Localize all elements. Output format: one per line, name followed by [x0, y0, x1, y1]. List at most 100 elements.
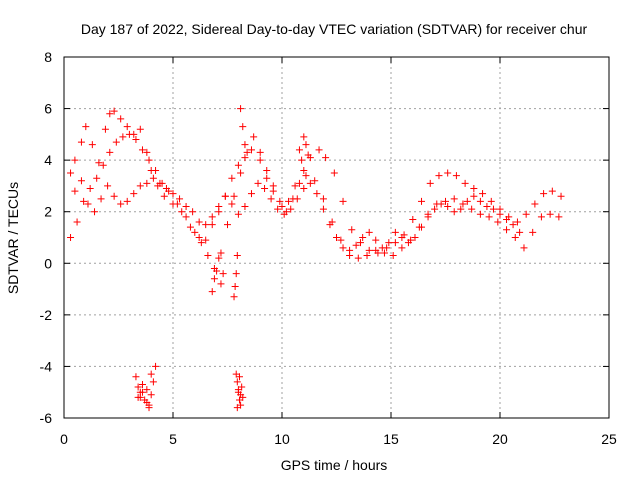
data-point — [276, 197, 284, 205]
data-point — [67, 234, 75, 241]
data-point — [130, 190, 138, 198]
series-track-c — [71, 174, 524, 254]
data-point — [233, 378, 241, 386]
data-point — [132, 136, 140, 144]
data-point — [217, 280, 225, 288]
data-point — [110, 192, 118, 200]
data-point — [291, 182, 299, 190]
data-point — [149, 378, 157, 386]
data-point — [391, 239, 399, 247]
data-point — [557, 192, 565, 200]
data-point — [149, 174, 157, 182]
data-point — [237, 169, 245, 177]
data-point — [173, 200, 181, 208]
data-point — [315, 146, 323, 154]
data-point — [215, 254, 223, 262]
data-point — [356, 239, 364, 247]
data-point — [470, 185, 478, 193]
x-tick-label: 25 — [601, 431, 617, 447]
data-point — [247, 146, 255, 154]
data-point — [354, 254, 362, 262]
data-point — [468, 205, 476, 213]
data-point — [319, 195, 327, 203]
data-point — [274, 205, 282, 213]
data-point — [359, 234, 367, 241]
data-point — [256, 148, 264, 156]
data-point — [99, 161, 107, 169]
data-point — [138, 380, 146, 388]
data-point — [239, 123, 247, 131]
data-point — [496, 210, 504, 218]
data-point — [147, 391, 155, 399]
data-point — [306, 179, 314, 187]
data-point — [160, 192, 168, 200]
data-point — [117, 200, 125, 208]
data-point — [241, 141, 249, 149]
series-spikes — [208, 105, 312, 301]
data-point — [404, 239, 412, 247]
data-point — [285, 197, 293, 205]
data-point — [365, 246, 373, 254]
data-point — [426, 179, 434, 187]
data-point — [261, 185, 269, 193]
data-point — [529, 228, 537, 236]
y-tick-label: 2 — [44, 204, 52, 220]
data-point — [372, 236, 380, 244]
y-tick-label: -4 — [40, 358, 53, 374]
data-point — [86, 185, 94, 193]
data-point — [136, 125, 144, 133]
data-point — [210, 275, 218, 283]
data-point — [444, 203, 452, 211]
data-point — [346, 246, 354, 254]
x-tick-label: 0 — [60, 431, 68, 447]
data-point — [503, 226, 511, 234]
data-point — [147, 370, 155, 378]
data-point — [437, 200, 445, 208]
data-point — [71, 187, 79, 195]
data-point — [95, 159, 103, 167]
data-point — [391, 228, 399, 236]
data-point — [300, 185, 308, 193]
data-point — [228, 174, 236, 182]
data-point — [230, 192, 238, 200]
data-point — [555, 213, 563, 221]
data-point — [104, 182, 112, 190]
data-point — [195, 218, 203, 226]
data-point — [156, 179, 164, 187]
data-point — [424, 213, 432, 221]
data-point — [298, 156, 306, 164]
data-point — [143, 386, 151, 394]
data-point — [520, 244, 528, 252]
data-point — [241, 203, 249, 211]
x-axis-label: GPS time / hours — [281, 457, 388, 473]
data-point — [134, 383, 142, 391]
data-point — [182, 213, 190, 221]
data-point — [494, 218, 502, 226]
data-point — [119, 133, 127, 141]
data-point — [256, 156, 264, 164]
data-point — [431, 205, 439, 213]
data-point — [152, 362, 160, 370]
data-point — [77, 177, 85, 185]
data-point — [195, 234, 203, 241]
plot-area-frame — [63, 56, 610, 419]
data-point — [221, 192, 229, 200]
data-point — [143, 179, 151, 187]
data-point — [228, 200, 236, 208]
data-point — [540, 190, 548, 198]
data-point — [295, 179, 303, 187]
data-point — [278, 203, 286, 211]
data-point — [516, 228, 524, 236]
data-point — [213, 267, 221, 275]
data-point — [235, 373, 243, 381]
data-point — [143, 148, 151, 156]
data-point — [88, 141, 96, 149]
data-point — [418, 197, 426, 205]
data-point — [409, 215, 417, 223]
data-point — [380, 249, 388, 257]
data-point — [67, 169, 75, 177]
data-point — [145, 404, 153, 412]
data-point — [489, 205, 497, 213]
data-point — [241, 154, 249, 162]
data-point — [269, 182, 277, 190]
